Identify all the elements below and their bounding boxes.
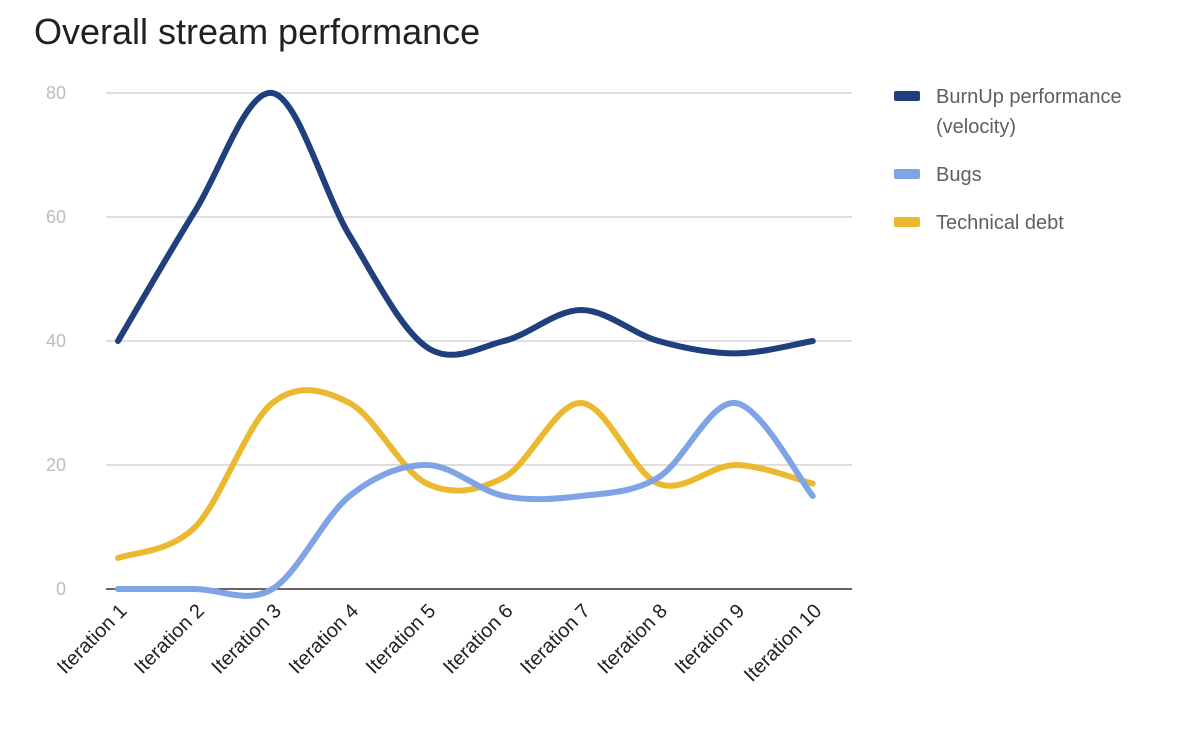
x-tick-label: Iteration 1 [53, 600, 131, 678]
x-tick-label: Iteration 9 [671, 600, 749, 678]
legend-label-burnup-performance-velocity: BurnUp performance [936, 86, 1122, 108]
x-tick-label: Iteration 8 [593, 600, 671, 678]
y-tick-label: 20 [46, 455, 66, 475]
y-axis-ticks: 0 20 40 60 80 [46, 83, 66, 599]
y-tick-label: 0 [56, 579, 66, 599]
legend-label-technical-debt: Technical debt [936, 212, 1064, 234]
x-tick-label: Iteration 2 [130, 600, 208, 678]
y-tick-label: 40 [46, 331, 66, 351]
legend-swatch-burnup-performance-velocity [894, 91, 920, 101]
legend-label-burnup-performance-velocity: (velocity) [936, 116, 1016, 138]
x-tick-label: Iteration 6 [439, 600, 517, 678]
y-tick-label: 80 [46, 83, 66, 103]
series-lines [115, 89, 816, 599]
series-line-technical-debt [115, 387, 816, 561]
chart-title: Overall stream performance [34, 11, 480, 52]
x-tick-label: Iteration 10 [740, 600, 826, 686]
x-tick-label: Iteration 5 [362, 600, 440, 678]
series-line-burnup-performance-velocity [115, 89, 816, 358]
x-tick-label: Iteration 7 [516, 600, 594, 678]
x-tick-label: Iteration 4 [285, 600, 363, 678]
legend-label-bugs: Bugs [936, 164, 982, 186]
legend-swatch-bugs [894, 169, 920, 179]
x-tick-label: Iteration 3 [207, 600, 285, 678]
legend-swatch-technical-debt [894, 217, 920, 227]
y-tick-label: 60 [46, 207, 66, 227]
legend: BurnUp performance (velocity) Bugs Technica… [894, 86, 1122, 234]
series-line-bugs [115, 400, 816, 599]
